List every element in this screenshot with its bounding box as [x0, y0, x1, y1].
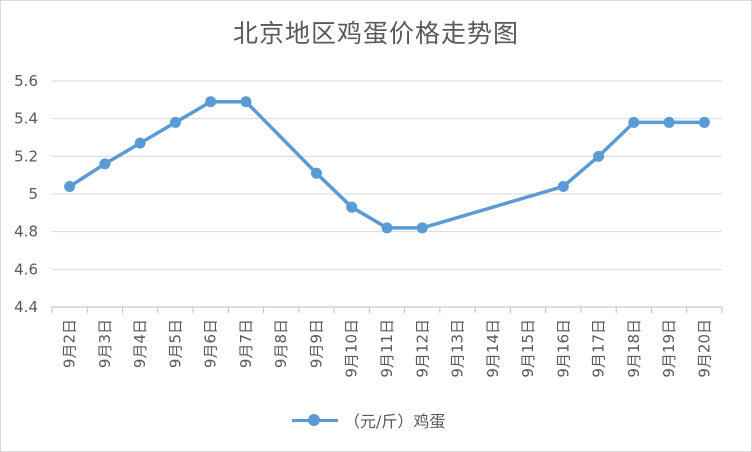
data-point: [557, 180, 569, 192]
data-point: [628, 116, 640, 128]
x-tick-label: 9月3日: [96, 319, 114, 368]
chart-title: 北京地区鸡蛋价格走势图: [232, 19, 519, 48]
x-tick-label: 9月20日: [695, 319, 713, 378]
x-tick-label: 9月7日: [237, 319, 255, 368]
x-tick-label: 9月15日: [519, 319, 537, 378]
data-point: [310, 167, 322, 179]
legend-marker: [292, 413, 338, 427]
x-tick-label: 9月12日: [413, 319, 431, 378]
y-tick-label: 5.6: [14, 72, 38, 90]
data-point: [593, 150, 605, 162]
data-point: [205, 96, 217, 108]
x-axis: 9月2日 9月3日 9月4日 9月5日 9月6日 9月7日 9月8日 9月9日 9月10日 9月1…: [51, 306, 723, 378]
x-tick-label: 9月8日: [272, 319, 290, 368]
x-tick-label: 9月17日: [590, 319, 608, 378]
data-point: [381, 222, 393, 234]
x-tick-label: 9月9日: [307, 319, 325, 368]
x-tick-label: 9月13日: [449, 319, 467, 378]
x-tick-label: 9月6日: [202, 319, 220, 368]
data-point: [99, 158, 111, 170]
series-eggs: [64, 96, 710, 234]
x-tick-label: 9月14日: [484, 319, 502, 378]
legend: （元/斤）鸡蛋: [292, 408, 445, 432]
y-tick-label: 5.2: [14, 147, 38, 165]
x-tick-label: 9月11日: [378, 319, 396, 378]
x-tick-label: 9月2日: [61, 319, 79, 368]
y-tick-label: 5.4: [14, 110, 38, 128]
y-tick-label: 4.4: [14, 298, 38, 316]
y-tick-label: 4.8: [14, 223, 38, 241]
x-tick-label: 9月10日: [343, 319, 361, 378]
y-axis-ticks: 4.4 4.6 4.8 5 5.2 5.4 5.6: [14, 72, 38, 316]
data-point: [698, 116, 710, 128]
x-tick-label: 9月18日: [625, 319, 643, 378]
series-line: [68, 99, 705, 230]
data-point: [416, 222, 428, 234]
data-point: [240, 96, 252, 108]
x-tick-label: 9月19日: [660, 319, 678, 378]
x-tick-label: 9月5日: [166, 319, 184, 368]
x-tick-label: 9月16日: [554, 319, 572, 378]
data-point: [134, 137, 146, 149]
legend-label: （元/斤）鸡蛋: [344, 412, 446, 431]
data-point: [169, 116, 181, 128]
data-point: [64, 180, 76, 192]
x-tick-label: 9月4日: [131, 319, 149, 368]
y-tick-label: 4.6: [14, 260, 38, 278]
data-point: [663, 116, 675, 128]
gridlines: [52, 80, 722, 308]
y-tick-label: 5: [28, 185, 38, 203]
data-point: [346, 201, 358, 213]
